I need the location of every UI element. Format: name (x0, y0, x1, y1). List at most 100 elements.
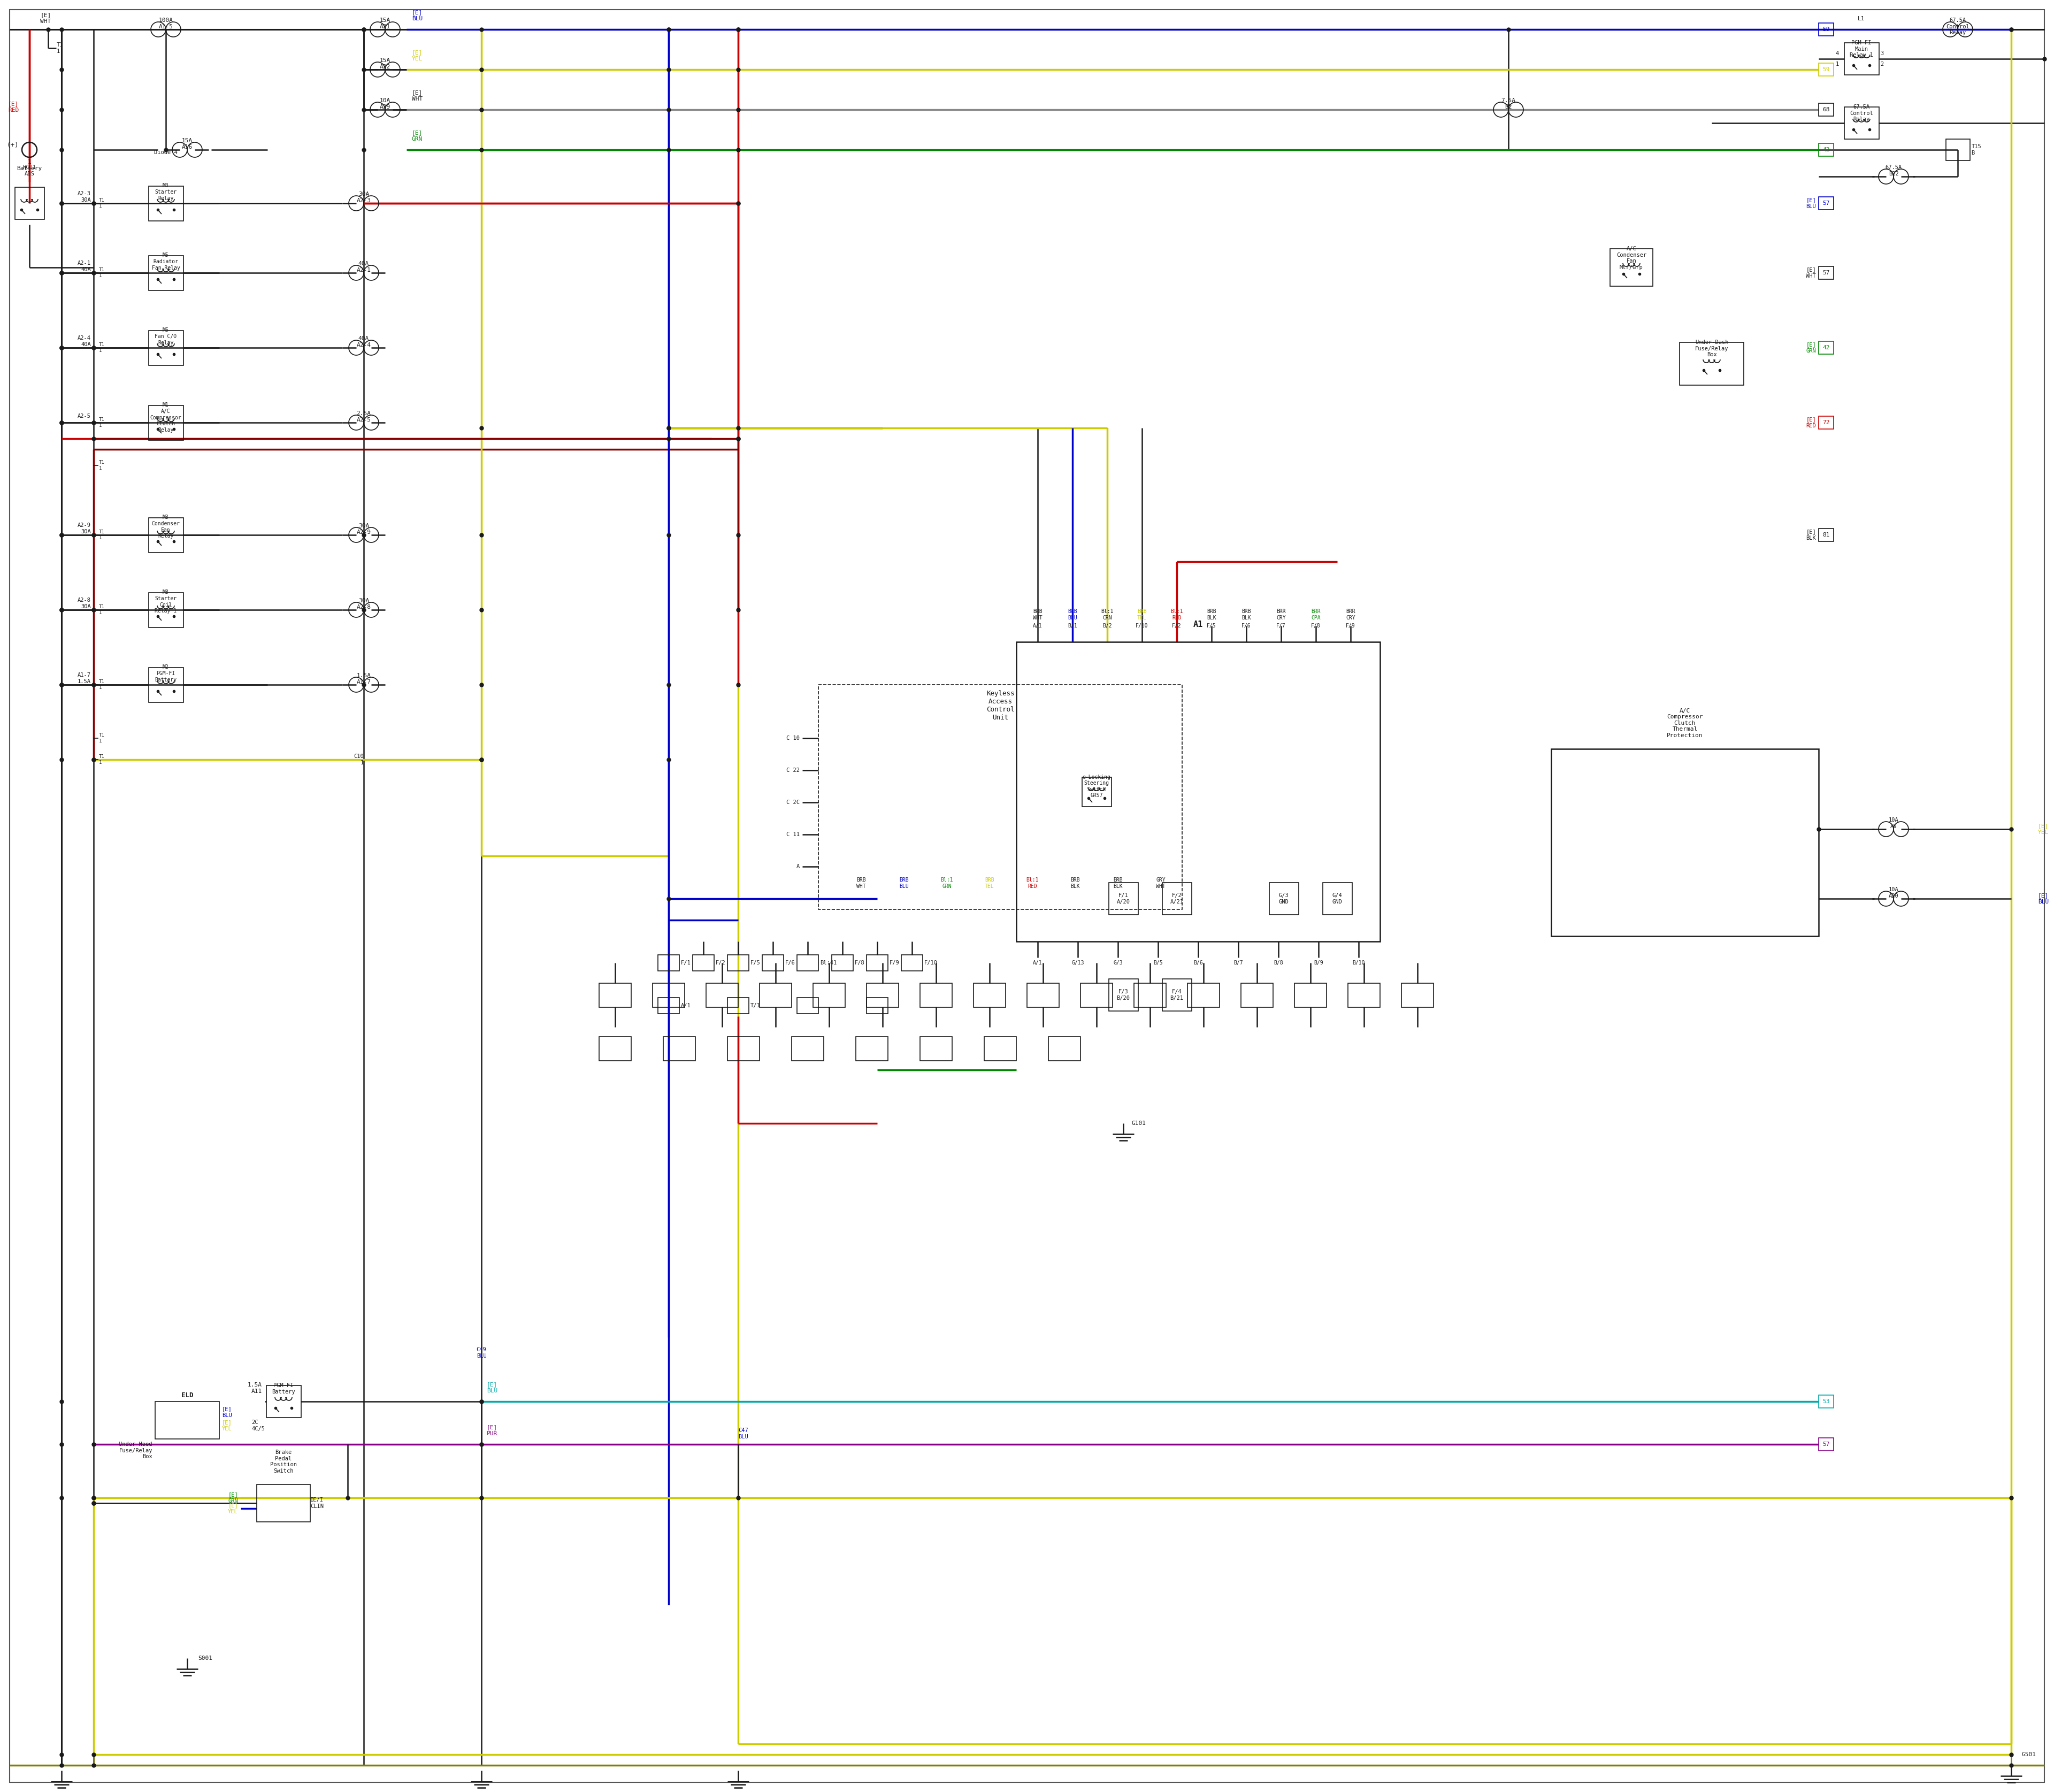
Bar (707, 984, 737, 1007)
Text: 10A
A5: 10A A5 (1888, 817, 1898, 830)
Text: F/8: F/8 (1310, 624, 1321, 629)
Text: B/2: B/2 (1103, 624, 1111, 629)
Bar (791, 1036, 824, 1061)
Bar (257, 1484, 310, 1521)
Text: F/10: F/10 (1136, 624, 1148, 629)
Bar (1134, 984, 1167, 1007)
Bar (148, 186, 183, 220)
Text: 40A
A2-4: 40A A2-4 (357, 335, 372, 348)
Text: C 22: C 22 (787, 767, 799, 772)
Text: [E]
WHT: [E] WHT (41, 13, 51, 23)
Text: [E]
GRN: [E] GRN (1805, 342, 1816, 353)
Text: T1
1: T1 1 (99, 342, 105, 353)
Bar (902, 955, 922, 971)
Text: A/1: A/1 (682, 1004, 690, 1009)
Text: C 2C: C 2C (787, 799, 799, 805)
Text: [E]
RED: [E] RED (8, 100, 18, 113)
Text: G/3: G/3 (1113, 961, 1124, 966)
Bar (1610, 249, 1653, 287)
Text: BRB
TEL: BRB TEL (984, 878, 994, 889)
Text: 81: 81 (1822, 532, 1830, 538)
Text: [E]
RED: [E] RED (1805, 418, 1816, 428)
Bar (1163, 978, 1191, 1011)
Text: T1
1: T1 1 (99, 199, 105, 208)
Text: T1
1: T1 1 (99, 604, 105, 615)
Text: A2-9
30A: A2-9 30A (78, 523, 90, 534)
Text: BRR
CPA: BRR CPA (1310, 609, 1321, 620)
Text: [E]
BLU: [E] BLU (413, 9, 423, 22)
Text: 59: 59 (1822, 66, 1830, 72)
Text: ELD: ELD (181, 1392, 193, 1400)
Text: A2-4
40A: A2-4 40A (78, 335, 90, 348)
Text: PGM-FI
Battery: PGM-FI Battery (271, 1383, 296, 1394)
Text: F/2: F/2 (1173, 624, 1181, 629)
Text: F/2: F/2 (715, 961, 725, 966)
Text: 3: 3 (1879, 50, 1884, 56)
Bar (920, 984, 953, 1007)
Text: 15A
A21: 15A A21 (380, 18, 390, 29)
Text: M6
Fan C/O
Relay: M6 Fan C/O Relay (154, 328, 177, 346)
Text: 67.5A
Control
Relay: 67.5A Control Relay (1851, 104, 1873, 122)
Text: F/3
B/20: F/3 B/20 (1117, 989, 1130, 1000)
Bar (1048, 1036, 1080, 1061)
Text: L1: L1 (1857, 16, 1865, 22)
Bar (1818, 1396, 1834, 1409)
Bar (727, 998, 750, 1014)
Bar (657, 955, 680, 971)
Text: T1
1: T1 1 (99, 679, 105, 690)
Bar (1082, 778, 1111, 806)
Text: 2.5A
A2-5: 2.5A A2-5 (357, 410, 372, 423)
Text: BRB
BLK: BRB BLK (1070, 878, 1080, 889)
Text: BRB
WHT: BRB WHT (1033, 609, 1043, 620)
Text: [E]
YEL: [E] YEL (413, 50, 423, 61)
Text: [E]
PUR: [E] PUR (487, 1425, 497, 1435)
Text: Under-Dash
Fuse/Relay
Box: Under-Dash Fuse/Relay Box (1695, 340, 1727, 357)
Text: [E]
WHT: [E] WHT (1805, 267, 1816, 278)
Text: 72: 72 (1822, 419, 1830, 425)
Text: 68: 68 (1822, 108, 1830, 113)
Bar (1945, 140, 1970, 161)
Text: 53: 53 (1822, 1400, 1830, 1405)
Text: A/C
Compressor
Clutch
Thermal
Protection: A/C Compressor Clutch Thermal Protection (1668, 708, 1703, 738)
Text: 15A
A16: 15A A16 (183, 138, 193, 149)
Bar (1347, 984, 1380, 1007)
Text: 57: 57 (1822, 201, 1830, 206)
Bar (600, 984, 631, 1007)
Bar (148, 593, 183, 627)
Text: [E]
WHT: [E] WHT (413, 90, 423, 102)
Text: Diode 4: Diode 4 (154, 151, 177, 156)
Text: F/8: F/8 (854, 961, 865, 966)
Text: S001: S001 (197, 1656, 212, 1661)
Text: M2
PGM-FI
Battery: M2 PGM-FI Battery (154, 665, 177, 683)
Text: 15A
A22: 15A A22 (380, 57, 390, 70)
Text: G501: G501 (2021, 1753, 2036, 1758)
Bar (1818, 143, 1834, 156)
Text: GRY
WHT: GRY WHT (1156, 878, 1165, 889)
Text: 30A
A2-8: 30A A2-8 (357, 599, 372, 609)
Text: F/9: F/9 (889, 961, 900, 966)
Text: 67.5A
Control
Relay: 67.5A Control Relay (1945, 18, 1970, 36)
Text: A2-1
40A: A2-1 40A (78, 260, 90, 272)
Text: 1.5A
A11: 1.5A A11 (249, 1382, 263, 1394)
Bar (817, 685, 1183, 909)
Text: 2C
4C/5: 2C 4C/5 (251, 1419, 265, 1432)
Bar (148, 667, 183, 702)
Text: 40A
A2-1: 40A A2-1 (357, 262, 372, 272)
Text: 67.5A
B22: 67.5A B22 (1886, 165, 1902, 176)
Text: B/7: B/7 (1234, 961, 1243, 966)
Text: 7.5A
B2: 7.5A B2 (1501, 99, 1516, 109)
Text: C49
BLU: C49 BLU (477, 1348, 487, 1358)
Text: C 10: C 10 (787, 735, 799, 740)
Bar (727, 955, 750, 971)
Bar (653, 984, 684, 1007)
Bar (1818, 23, 1834, 36)
Text: A1-7
1.5A: A1-7 1.5A (78, 672, 90, 685)
Bar (1187, 984, 1220, 1007)
Text: 10A
A29: 10A A29 (380, 99, 390, 109)
Bar (867, 998, 887, 1014)
Text: T1
1: T1 1 (99, 530, 105, 539)
Text: BRB
BLK: BRB BLK (1241, 609, 1251, 620)
Text: A2-3
30A: A2-3 30A (78, 192, 90, 202)
Text: Bl:1
RED: Bl:1 RED (1027, 878, 1039, 889)
Bar (1294, 984, 1327, 1007)
